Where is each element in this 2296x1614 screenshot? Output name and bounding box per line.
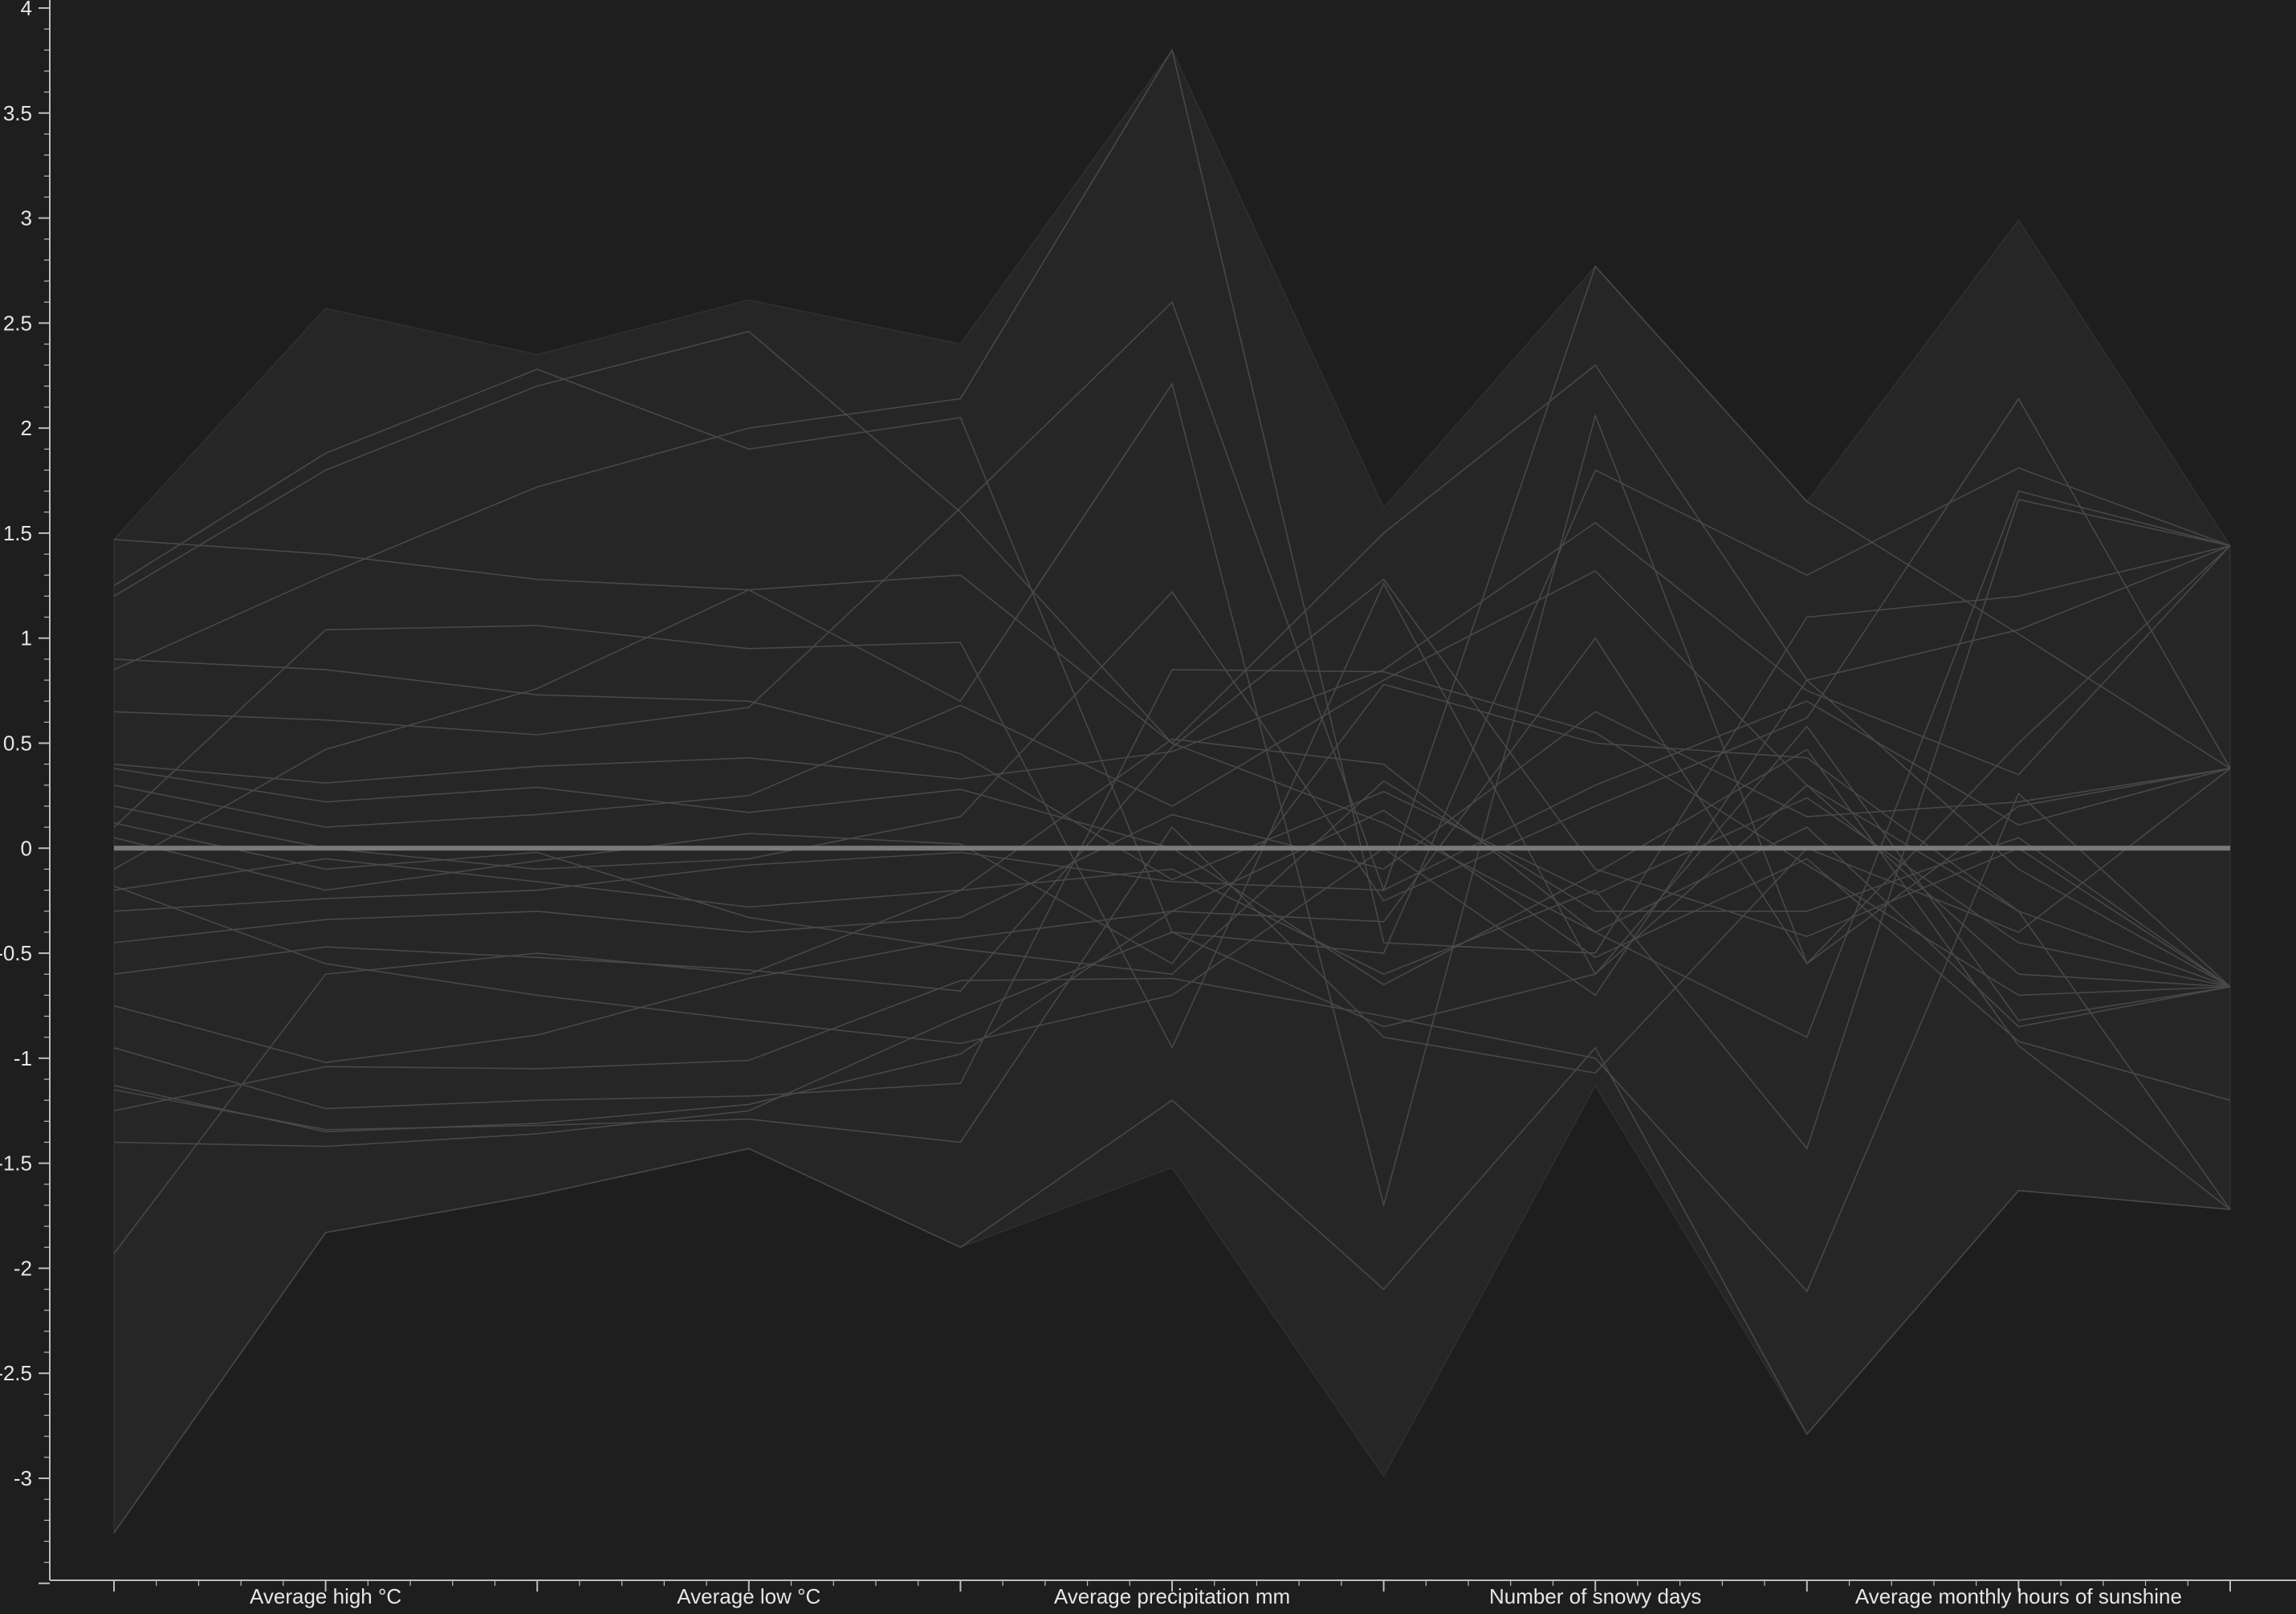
series-line-4	[113, 48, 2231, 954]
y-tick-label: -1.5	[0, 1151, 32, 1176]
y-tick-label: 4	[21, 0, 32, 20]
series-line-7	[113, 382, 2231, 1208]
y-tick-label: 1	[21, 626, 32, 650]
y-tick-label: -2.5	[0, 1361, 32, 1385]
series-line-6	[113, 265, 2231, 893]
x-category-label: Average low °C	[677, 1584, 820, 1608]
series-line-16	[113, 669, 2231, 1110]
tick-labels: 4 3.5 3 2.5 2 1.5 1 0.5 0 -0.5 -1 -1.5 -2 -2.5 -3 Avera…	[0, 0, 2182, 1608]
series-line-19	[113, 784, 2231, 1210]
y-tick-label: -3	[14, 1466, 32, 1490]
x-category-label: Average precipitation mm	[1054, 1584, 1290, 1608]
x-category-label: Number of snowy days	[1489, 1584, 1701, 1608]
y-tick-label: 2.5	[3, 311, 32, 335]
series-line-26	[113, 768, 2231, 1143]
series-line-5	[113, 581, 2231, 1050]
y-tick-label: 2	[21, 416, 32, 440]
y-tick-label: 0.5	[3, 732, 32, 756]
y-tick-label: -0.5	[0, 941, 32, 965]
x-category-label: Average high °C	[250, 1584, 401, 1608]
series-line-2	[113, 330, 2231, 744]
x-category-label: Average monthly hours of sunshine	[1855, 1584, 2182, 1608]
series-line-10	[113, 397, 2231, 902]
y-tick-label: 0	[21, 836, 32, 860]
series-line-25	[113, 780, 2231, 988]
series-line-12	[113, 738, 2231, 1028]
series-line-8	[113, 521, 2231, 785]
series-line-14	[113, 578, 2231, 992]
series-line-20	[113, 499, 2231, 1254]
series-line-18	[113, 792, 2231, 1293]
series-line-27	[113, 679, 2231, 1045]
series-lines	[113, 48, 2231, 1534]
series-line-11	[113, 683, 2231, 988]
series-line-13	[113, 711, 2231, 944]
series-line-17	[113, 545, 2231, 1133]
y-tick-label: 1.5	[3, 521, 32, 545]
y-tick-label: 3.5	[3, 101, 32, 125]
series-line-21	[113, 1046, 2231, 1534]
y-tick-label: -1	[14, 1046, 32, 1070]
y-tick-label: -2	[14, 1256, 32, 1280]
axes	[39, 0, 2296, 1592]
y-tick-label: 3	[21, 206, 32, 230]
